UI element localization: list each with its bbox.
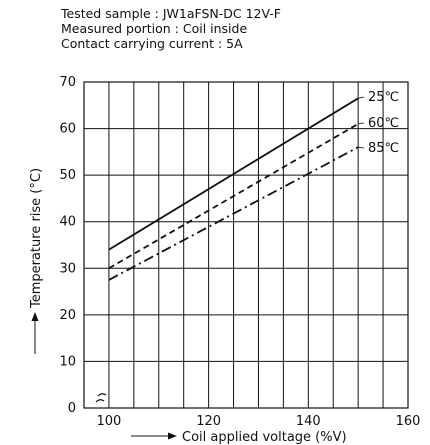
x-axis-title-group: Coil applied voltage (%V)	[131, 430, 347, 445]
y-tick-label: 0	[68, 401, 76, 416]
chart-header: Tested sample : JW1aFSN-DC 12V-F Measure…	[61, 6, 281, 51]
legend-leader-2	[358, 122, 365, 125]
x-tick-label: 120	[196, 414, 221, 429]
y-tick-label: 20	[59, 308, 76, 323]
plot-frame	[83, 81, 409, 409]
x-axis-title: Coil applied voltage (%V)	[182, 430, 347, 445]
y-tick-label: 70	[59, 75, 76, 90]
series-layer	[108, 97, 359, 281]
y-axis-title-group: Temperature rise (°C)	[29, 168, 44, 354]
x-tick-label: 140	[296, 414, 321, 429]
x-tick-label: 160	[396, 414, 421, 429]
x-tick-label: 100	[97, 414, 122, 429]
y-tick-label: 10	[59, 354, 76, 369]
y-tick-label: 40	[59, 215, 76, 230]
y-axis-title: Temperature rise (°C)	[29, 168, 44, 309]
x-axis-arrow-head	[168, 432, 177, 440]
legend-leader-1	[358, 96, 365, 99]
ticks-layer: 0 10 20 30 40 50 60 70 100 120 140 160	[59, 75, 420, 429]
legend-layer: 25℃ 60℃ 85℃	[358, 90, 399, 156]
y-tick-label: 60	[59, 122, 76, 137]
legend-label-1: 25℃	[368, 90, 399, 105]
legend-label-3: 85℃	[368, 141, 399, 156]
tested-sample-text: Tested sample : JW1aFSN-DC 12V-F	[61, 6, 281, 21]
measured-portion-text: Measured portion : Coil inside	[61, 21, 248, 36]
axis-break-mark	[95, 393, 107, 403]
y-tick-label: 50	[59, 168, 76, 183]
legend-leader-3	[358, 146, 365, 149]
contact-current-text: Contact carrying current : 5A	[61, 36, 243, 51]
grid-layer	[83, 81, 409, 409]
y-axis-arrow-head	[31, 312, 39, 321]
series-line-3	[108, 146, 359, 281]
legend-label-2: 60℃	[368, 116, 399, 131]
series-line-2	[108, 123, 359, 270]
series-line-1	[108, 97, 359, 251]
y-tick-label: 30	[59, 261, 76, 276]
